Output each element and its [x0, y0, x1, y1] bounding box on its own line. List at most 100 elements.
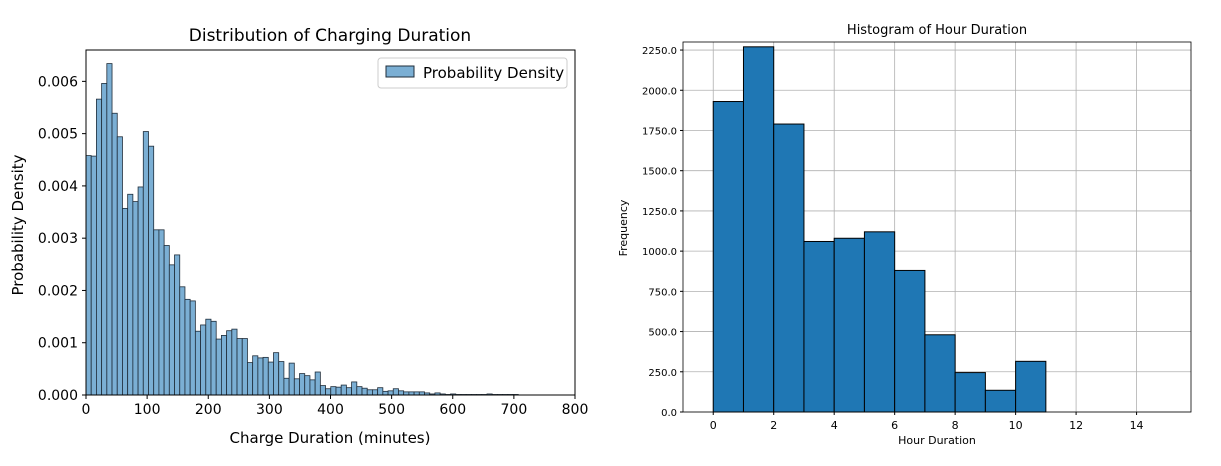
- histogram-bar: [132, 201, 139, 396]
- histogram-bar: [863, 231, 896, 413]
- histogram-bar: [96, 98, 103, 396]
- y-tick-label: 0.001: [38, 336, 78, 352]
- histogram-bar: [101, 83, 108, 396]
- right-chart: Histogram of Hour Duration 0 2 4 6 8 10 12 14 0…: [617, 23, 1192, 447]
- histogram-bar: [200, 324, 207, 396]
- left-y-axis-label: Probability Density: [9, 154, 27, 295]
- histogram-bar: [278, 361, 285, 396]
- y-tick-label: 1250.0: [642, 207, 677, 218]
- histogram-bar: [366, 389, 373, 396]
- right-x-axis-ticks: 0 2 4 6 8 10 12 14: [710, 412, 1144, 432]
- histogram-bar: [288, 362, 295, 396]
- left-bars: [85, 63, 519, 396]
- histogram-bar: [226, 330, 233, 396]
- x-tick-label: 0: [710, 419, 717, 432]
- histogram-bar: [304, 375, 311, 396]
- histogram-bar: [325, 388, 332, 396]
- histogram-bar: [106, 63, 113, 396]
- histogram-bar: [773, 123, 805, 413]
- histogram-bar: [247, 362, 254, 396]
- x-tick-label: 600: [439, 402, 466, 418]
- y-tick-label: 2250.0: [642, 46, 677, 57]
- histogram-bar: [210, 320, 217, 396]
- histogram-bar: [335, 386, 342, 396]
- histogram-bar: [377, 387, 384, 396]
- left-chart-title: Distribution of Charging Duration: [189, 26, 471, 46]
- histogram-bar: [372, 389, 379, 396]
- y-tick-label: 0.000: [38, 388, 78, 404]
- y-tick-label: 0.0: [661, 408, 677, 419]
- histogram-bar: [361, 387, 368, 396]
- y-tick-label: 0.005: [38, 127, 78, 143]
- histogram-bar: [174, 254, 181, 396]
- right-y-axis-label: Frequency: [617, 199, 630, 256]
- histogram-bar: [241, 338, 248, 396]
- right-x-axis-label: Hour Duration: [898, 434, 976, 447]
- x-tick-label: 6: [891, 419, 898, 432]
- histogram-bar: [345, 387, 353, 396]
- right-chart-title: Histogram of Hour Duration: [847, 23, 1027, 38]
- histogram-bar: [340, 384, 347, 396]
- histogram-bar: [148, 145, 155, 396]
- histogram-bar: [122, 207, 129, 396]
- histogram-bar: [351, 381, 358, 396]
- x-tick-label: 12: [1069, 419, 1083, 432]
- right-bars: [712, 46, 1047, 413]
- left-x-axis-ticks: 0 100 200 300 400 500 600 700 800: [82, 395, 589, 418]
- x-tick-label: 14: [1130, 419, 1144, 432]
- y-tick-label: 750.0: [648, 287, 677, 298]
- x-tick-label: 800: [562, 402, 589, 418]
- histogram-bar: [894, 269, 926, 413]
- legend-box: [377, 57, 568, 89]
- y-tick-label: 0.004: [38, 179, 78, 195]
- x-tick-label: 4: [831, 419, 838, 432]
- histogram-bar: [283, 377, 290, 396]
- left-y-axis-ticks: 0.000 0.001 0.002 0.003 0.004 0.005 0.006: [38, 74, 86, 404]
- histogram-bar: [309, 379, 316, 396]
- x-tick-label: 200: [195, 402, 222, 418]
- right-y-axis-ticks: 0.0 250.0 500.0 750.0 1000.0 1250.0 1500.0 1750…: [642, 46, 683, 419]
- histogram-bar: [712, 101, 744, 413]
- histogram-bar: [85, 155, 92, 396]
- histogram-bar: [194, 330, 201, 396]
- x-tick-label: 300: [256, 402, 283, 418]
- x-tick-label: 700: [501, 402, 528, 418]
- histogram-bar: [158, 229, 165, 396]
- y-tick-label: 0.003: [38, 231, 78, 247]
- histogram-bar: [984, 389, 1017, 413]
- histogram-bar: [168, 264, 175, 396]
- histogram-bar: [833, 237, 865, 413]
- y-tick-label: 0.002: [38, 283, 78, 299]
- histogram-bar: [236, 338, 243, 396]
- histogram-bar: [205, 318, 212, 396]
- histogram-bar: [127, 193, 134, 396]
- histogram-bar: [221, 335, 228, 396]
- histogram-bar: [392, 388, 399, 396]
- left-chart: Distribution of Charging Duration 0 100 20…: [9, 26, 588, 447]
- histogram-bar: [382, 390, 389, 396]
- histogram-bar: [137, 186, 144, 396]
- x-tick-label: 0: [82, 402, 91, 418]
- histogram-bar: [262, 356, 269, 396]
- histogram-bar: [742, 46, 775, 413]
- histogram-bar: [924, 334, 956, 413]
- histogram-bar: [267, 361, 274, 396]
- legend-swatch: [385, 65, 415, 78]
- histogram-bar: [90, 155, 97, 396]
- x-tick-label: 2: [770, 419, 777, 432]
- histogram-bar: [116, 136, 123, 396]
- y-tick-label: 0.006: [38, 74, 78, 90]
- histogram-bar: [398, 390, 405, 396]
- histogram-bar: [293, 378, 300, 396]
- y-tick-label: 1500.0: [642, 167, 677, 178]
- legend-label: Probability Density: [423, 64, 564, 82]
- histogram-bar: [163, 245, 170, 396]
- histogram-bar: [314, 371, 321, 396]
- histogram-bar: [273, 352, 280, 396]
- histogram-bar: [954, 372, 986, 413]
- left-legend: Probability Density: [377, 57, 568, 89]
- histogram-bar: [803, 240, 835, 413]
- x-tick-label: 400: [317, 402, 344, 418]
- histogram-bar: [231, 328, 238, 396]
